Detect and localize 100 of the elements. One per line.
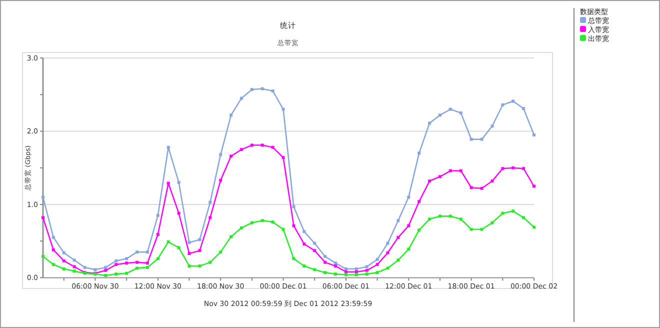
point xyxy=(52,248,55,252)
point xyxy=(219,178,222,182)
point xyxy=(219,153,222,156)
point xyxy=(522,216,526,220)
point xyxy=(198,264,202,268)
point xyxy=(438,114,442,117)
point xyxy=(376,271,379,274)
point xyxy=(302,242,306,246)
point xyxy=(83,266,86,269)
point xyxy=(230,154,233,158)
point xyxy=(72,265,76,268)
point xyxy=(354,270,358,274)
point xyxy=(260,87,264,90)
point xyxy=(230,114,233,117)
point xyxy=(156,257,160,260)
point xyxy=(532,133,536,136)
point xyxy=(250,221,254,224)
point xyxy=(522,167,526,170)
point xyxy=(62,251,66,254)
point xyxy=(146,266,149,269)
point xyxy=(114,272,118,276)
point xyxy=(386,266,390,270)
point xyxy=(354,273,358,276)
point xyxy=(407,248,410,251)
point xyxy=(62,259,66,262)
point xyxy=(512,166,515,170)
point xyxy=(334,272,338,276)
point xyxy=(271,146,274,149)
point xyxy=(166,146,170,149)
point xyxy=(386,251,390,254)
point xyxy=(62,267,66,270)
point xyxy=(240,96,243,100)
point xyxy=(396,219,400,222)
point xyxy=(166,240,170,244)
point xyxy=(407,196,410,199)
point xyxy=(302,230,306,234)
point xyxy=(208,260,212,264)
point xyxy=(396,258,400,262)
point xyxy=(188,264,191,268)
point xyxy=(324,254,327,258)
point xyxy=(146,250,149,254)
point xyxy=(344,273,348,276)
point xyxy=(313,268,316,272)
point xyxy=(240,226,243,230)
point xyxy=(208,216,212,220)
point xyxy=(428,122,432,125)
point xyxy=(166,182,170,185)
point xyxy=(313,242,316,245)
point xyxy=(114,263,118,266)
point xyxy=(292,257,296,260)
point xyxy=(344,267,348,270)
point xyxy=(459,218,462,221)
point xyxy=(365,265,368,268)
point xyxy=(230,235,233,238)
point xyxy=(459,169,462,172)
point xyxy=(418,200,421,204)
point xyxy=(250,88,254,91)
point xyxy=(407,224,410,228)
point xyxy=(52,236,55,239)
point xyxy=(532,184,536,188)
point xyxy=(156,214,160,217)
point xyxy=(490,124,494,128)
point xyxy=(198,249,202,252)
point xyxy=(104,268,108,272)
point xyxy=(470,138,473,141)
point xyxy=(156,232,160,236)
point xyxy=(136,260,139,264)
point xyxy=(125,257,128,260)
point xyxy=(177,212,180,215)
point xyxy=(125,262,128,265)
point xyxy=(396,236,400,239)
point xyxy=(490,221,494,224)
point xyxy=(72,270,76,273)
line-series xyxy=(42,87,536,272)
point xyxy=(136,250,139,254)
point xyxy=(470,228,473,231)
point xyxy=(72,258,76,262)
point xyxy=(125,272,128,275)
point xyxy=(501,103,504,106)
point xyxy=(302,264,306,268)
point xyxy=(470,186,473,190)
point xyxy=(324,260,327,264)
point xyxy=(282,156,285,160)
point xyxy=(480,228,484,231)
point xyxy=(418,152,421,155)
point xyxy=(532,226,536,229)
point xyxy=(418,228,421,232)
point xyxy=(365,268,368,272)
point xyxy=(480,138,484,141)
point xyxy=(292,224,296,228)
point xyxy=(198,238,202,242)
point xyxy=(136,266,139,270)
point xyxy=(501,167,504,170)
point xyxy=(42,216,44,220)
point xyxy=(208,200,212,204)
point xyxy=(376,258,379,261)
point xyxy=(490,180,494,183)
point xyxy=(250,144,254,147)
point xyxy=(448,214,452,218)
point xyxy=(512,100,515,103)
